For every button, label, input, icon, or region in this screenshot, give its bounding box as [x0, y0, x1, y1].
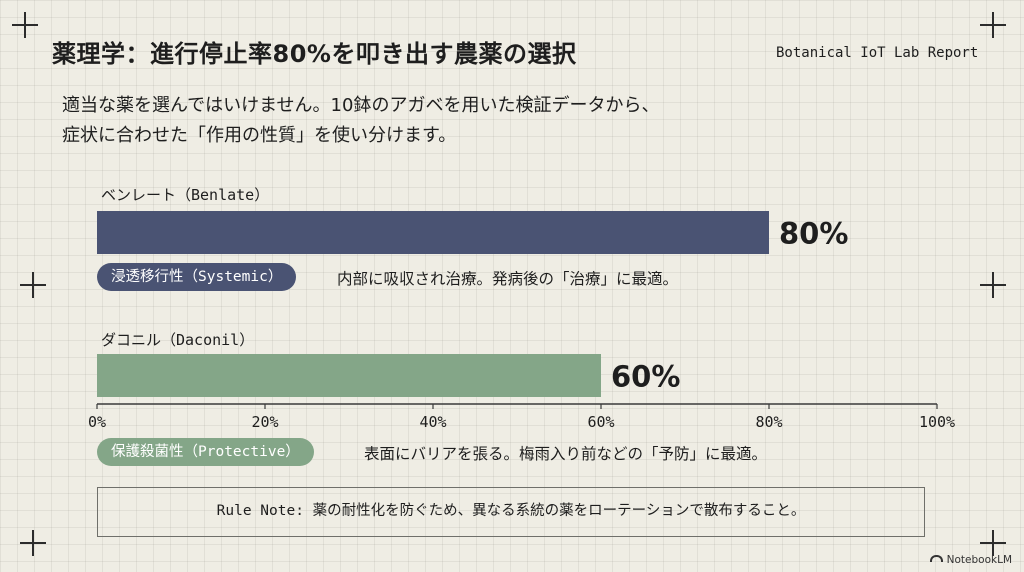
- crop-mark-icon: [20, 272, 46, 298]
- x-tick-label-1: 20%: [251, 413, 278, 431]
- bar-value-label-1: 60%: [611, 360, 680, 394]
- bar-value-label-0: 80%: [779, 217, 848, 251]
- daconil-description: 表面にバリアを張る。梅雨入り前などの「予防」に最適。: [364, 445, 768, 463]
- benlate-description: 内部に吸収され治療。発病後の「治療」に最適。: [337, 270, 679, 288]
- crop-mark-icon: [12, 12, 38, 38]
- rule-note-box: Rule Note: 薬の耐性化を防ぐため、異なる系統の薬をローテーションで散布…: [97, 487, 925, 537]
- rule-note-text: Rule Note: 薬の耐性化を防ぐため、異なる系統の薬をローテーションで散布…: [216, 503, 806, 519]
- x-tick-label-4: 80%: [755, 413, 782, 431]
- report-label: Botanical IoT Lab Report: [776, 45, 979, 61]
- notebooklm-brand: NotebookLM: [929, 554, 1012, 566]
- protective-tag: 保護殺菌性（Protective）: [97, 438, 314, 466]
- x-tick-label-5: 100%: [919, 413, 955, 431]
- crop-mark-icon: [980, 12, 1006, 38]
- x-tick-label-0: 0%: [88, 413, 106, 431]
- x-tick-label-3: 60%: [587, 413, 614, 431]
- notebooklm-logo-icon: [929, 555, 943, 562]
- intro-line-2: 症状に合わせた「作用の性質」を使い分けます。: [62, 125, 457, 146]
- page-title: 薬理学：進行停止率80%を叩き出す農薬の選択: [52, 40, 577, 68]
- systemic-tag: 浸透移行性（Systemic）: [97, 263, 297, 291]
- intro-line-1: 適当な薬を選んではいけません。10鉢のアガベを用いた検証データから、: [62, 95, 660, 116]
- bar-1: [97, 354, 601, 397]
- x-tick-label-2: 40%: [419, 413, 446, 431]
- crop-mark-icon: [20, 530, 46, 556]
- crop-mark-icon: [980, 272, 1006, 298]
- category-label-daconil: ダコニル（Daconil）: [101, 331, 255, 349]
- bar-0: [97, 211, 769, 254]
- category-label-benlate: ベンレート（Benlate）: [101, 186, 270, 204]
- crop-mark-icon: [980, 530, 1006, 556]
- brand-label: NotebookLM: [946, 554, 1012, 566]
